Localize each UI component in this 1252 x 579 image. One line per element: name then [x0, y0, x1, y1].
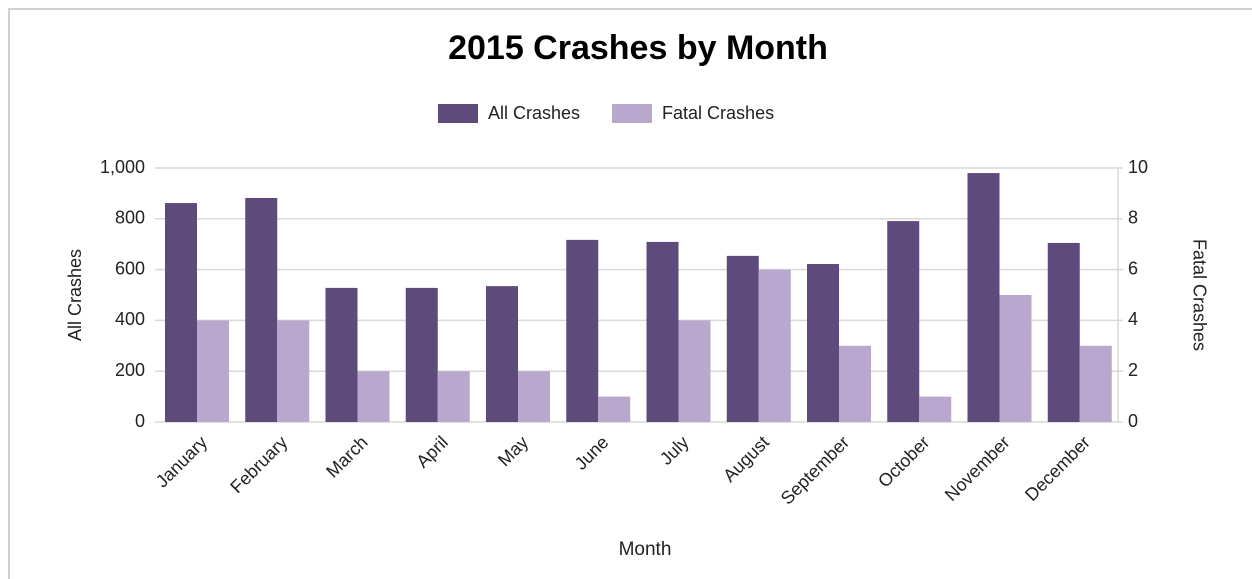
- bar: [807, 264, 839, 422]
- bar: [165, 203, 197, 422]
- bar: [1047, 242, 1080, 422]
- bar: [758, 269, 791, 422]
- bar: [437, 371, 470, 422]
- bar: [726, 255, 759, 422]
- x-tick-label: June: [571, 432, 613, 474]
- x-tick-label: March: [322, 432, 372, 482]
- y-tick-label: 1,000: [100, 157, 145, 177]
- chart-title: 2015 Crashes by Month: [448, 29, 828, 67]
- x-axis-label: Month: [619, 539, 672, 560]
- bar: [678, 320, 711, 422]
- bar: [357, 371, 390, 422]
- bar: [197, 320, 229, 422]
- x-tick-label: December: [1021, 432, 1094, 505]
- x-tick-label: August: [719, 432, 773, 486]
- bar: [405, 287, 438, 422]
- bar: [839, 345, 871, 422]
- bar: [1079, 345, 1112, 422]
- bar: [999, 295, 1032, 422]
- x-tick-label: February: [226, 432, 291, 497]
- y-axis-label: All Crashes: [65, 249, 85, 341]
- bar: [887, 221, 920, 422]
- y-tick-label: 200: [115, 360, 145, 380]
- bar: [919, 396, 952, 422]
- legend-swatch: [612, 104, 653, 123]
- y-tick-label: 400: [115, 309, 145, 329]
- bar: [486, 286, 518, 422]
- x-tick-label: November: [941, 432, 1014, 505]
- y2-tick-label: 10: [1128, 157, 1148, 177]
- frame: [8, 8, 1252, 579]
- bar: [646, 241, 679, 422]
- x-tick-label: January: [152, 432, 211, 491]
- bar: [518, 371, 550, 422]
- bar: [566, 239, 599, 422]
- legend-label: All Crashes: [488, 103, 580, 123]
- y2-tick-label: 0: [1128, 411, 1138, 431]
- legend-label: Fatal Crashes: [662, 103, 774, 123]
- y2-tick-label: 4: [1128, 309, 1138, 329]
- bar: [598, 396, 631, 422]
- y2-tick-label: 8: [1128, 208, 1138, 228]
- x-tick-label: September: [777, 432, 853, 508]
- y-tick-label: 600: [115, 258, 145, 278]
- x-tick-label: July: [656, 432, 693, 469]
- y2-tick-label: 2: [1128, 360, 1138, 380]
- bar: [277, 320, 310, 422]
- x-tick-label: October: [874, 432, 933, 491]
- y2-axis-label: Fatal Crashes: [1189, 239, 1209, 351]
- bar: [967, 173, 1000, 422]
- bar: [245, 197, 278, 422]
- bar: [325, 287, 358, 422]
- y-tick-label: 0: [135, 411, 145, 431]
- y2-tick-label: 6: [1128, 258, 1138, 278]
- y-tick-label: 800: [115, 208, 145, 228]
- legend-swatch: [438, 104, 478, 123]
- x-tick-label: April: [412, 432, 452, 472]
- x-tick-label: May: [494, 432, 532, 470]
